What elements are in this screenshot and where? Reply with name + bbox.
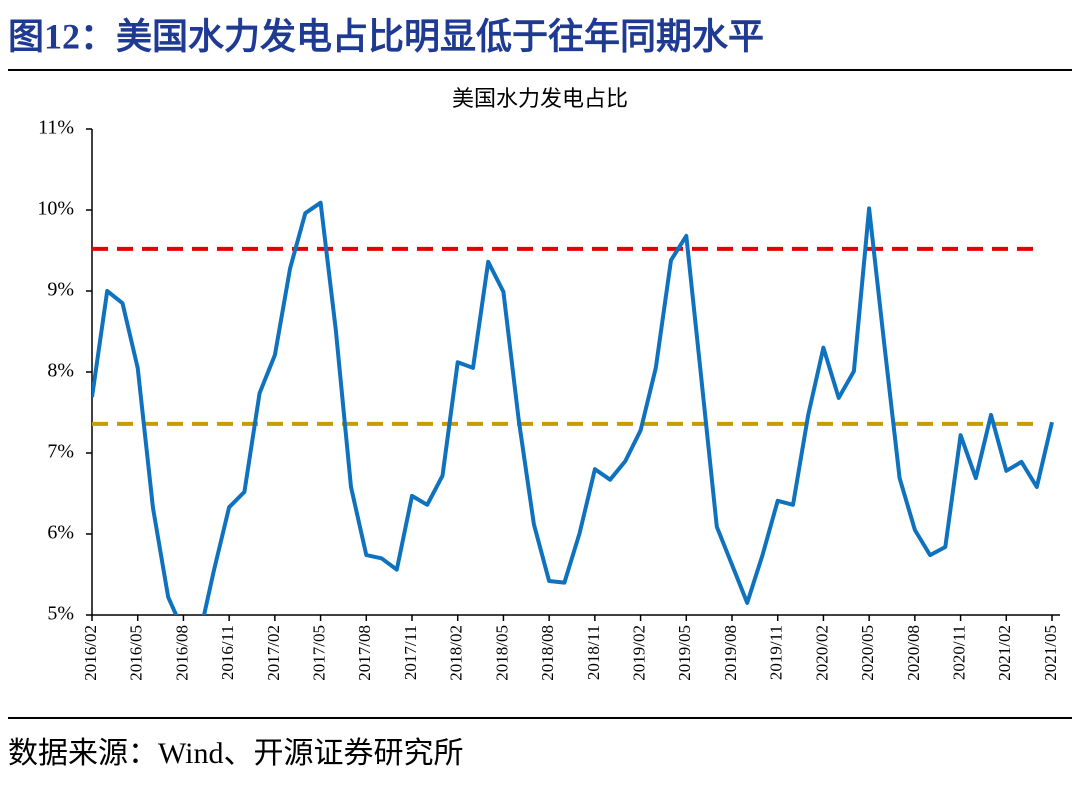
x-tick-label: 2017/02 [264, 625, 283, 681]
x-tick-label: 2017/05 [309, 625, 328, 681]
y-tick-label: 9% [47, 279, 74, 301]
data-line [92, 200, 1054, 615]
x-tick-label: 2020/08 [904, 625, 923, 681]
x-tick-label: 2017/08 [355, 625, 374, 681]
source: 数据来源：Wind、开源证券研究所 [8, 737, 463, 770]
x-tick-label: 2016/11 [218, 625, 237, 680]
x-tick-label: 2019/05 [675, 625, 694, 681]
x-tick-label: 2020/02 [812, 625, 831, 681]
x-tick-label: 2018/05 [492, 625, 511, 681]
x-tick-label: 2019/02 [629, 625, 648, 681]
y-tick-label: 10% [37, 198, 74, 220]
x-tick-label: 2016/02 [81, 625, 100, 681]
figure-title: 图12：美国水力发电占比明显低于往年同期水平 [8, 16, 764, 56]
y-tick-label: 7% [47, 441, 74, 463]
x-tick-label: 2021/02 [995, 625, 1014, 681]
y-tick-label: 8% [47, 360, 74, 382]
y-tick-label: 6% [47, 522, 74, 544]
x-tick-label: 2020/05 [858, 625, 877, 681]
chart-title: 美国水力发电占比 [452, 86, 628, 111]
y-tick-label: 5% [47, 603, 74, 625]
x-tick-label: 2019/08 [721, 625, 740, 681]
x-tick-label: 2019/11 [767, 625, 786, 680]
x-tick-label: 2021/05 [1041, 625, 1060, 681]
x-tick-label: 2018/11 [584, 625, 603, 680]
x-tick-label: 2016/05 [127, 625, 146, 681]
x-tick-label: 2020/11 [949, 625, 968, 680]
x-tick-label: 2018/02 [447, 625, 466, 681]
x-tick-label: 2018/08 [538, 625, 557, 681]
x-tick-label: 2017/11 [401, 625, 420, 680]
y-tick-label: 11% [38, 117, 74, 139]
x-tick-label: 2016/08 [172, 625, 191, 681]
